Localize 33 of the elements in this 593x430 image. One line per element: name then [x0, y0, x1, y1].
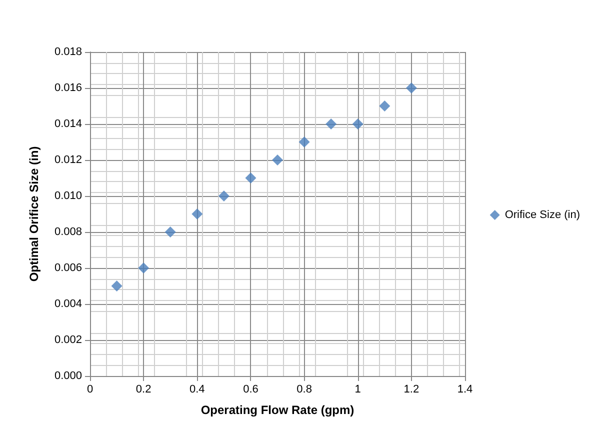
legend-label: Orifice Size (in): [504, 209, 580, 221]
y-tick-label: 0.002: [54, 334, 82, 346]
point: [218, 190, 230, 202]
y-tick-label: 0.006: [54, 262, 82, 274]
y-tick-label: 0.014: [54, 118, 82, 130]
y-tick-label: 0.012: [54, 154, 82, 166]
point: [245, 172, 256, 184]
point: [138, 262, 150, 274]
point: [164, 226, 176, 238]
x-tick-label: 0.4: [189, 384, 205, 396]
x-tick-label: 1.2: [404, 384, 420, 396]
point: [352, 118, 364, 130]
point: [272, 154, 283, 166]
point: [111, 280, 122, 292]
y-tick-label: 0.010: [54, 190, 82, 202]
x-tick-label: 0.8: [296, 384, 312, 396]
y-tick-label: 0.008: [54, 226, 82, 238]
y-tick-label: 0.016: [54, 82, 82, 94]
point: [298, 136, 310, 148]
x-axis-title: Operating Flow Rate (gpm): [200, 403, 354, 417]
x-tick-label: 0.6: [243, 384, 258, 396]
point: [379, 100, 390, 112]
point: [192, 208, 203, 220]
x-tick-label: 1: [354, 384, 361, 396]
x-tick-label: 1.4: [457, 384, 473, 396]
y-tick-label: 0.000: [54, 370, 82, 382]
y-tick-label: 0.018: [54, 46, 82, 58]
y-tick-label: 0.004: [54, 298, 82, 310]
point: [326, 118, 337, 130]
x-tick-label: 0: [86, 384, 94, 396]
y-axis-title: Optimal Orifice Size (in): [27, 146, 41, 282]
x-tick-label: 0.2: [136, 384, 152, 396]
point: [406, 82, 417, 94]
